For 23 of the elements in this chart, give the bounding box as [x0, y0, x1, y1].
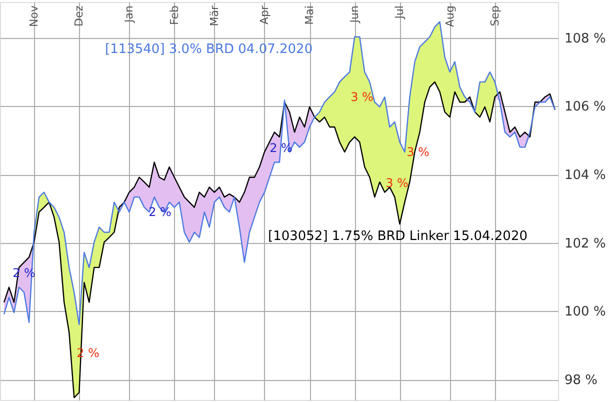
x-tick-label: Dez — [72, 5, 86, 27]
y-tick-label: 102 % — [564, 236, 606, 252]
annotation: 3 % — [406, 145, 430, 159]
y-tick-label: 100 % — [564, 304, 606, 320]
x-tick-label: Jan — [122, 5, 136, 24]
x-tick-label: Nov — [28, 5, 41, 27]
x-tick-label: Jun — [348, 5, 362, 24]
text: [113540] 3.0% BRD 04.07.2020 — [105, 42, 313, 57]
annotation: 2 % — [148, 205, 172, 219]
x-tick-label: Aug — [443, 6, 456, 27]
x-tick-label: Sep — [488, 5, 502, 26]
y-tick-label: 98 % — [564, 373, 598, 388]
y-tick-label: 106 % — [564, 100, 606, 115]
x-tick-label: Jul — [393, 6, 406, 20]
x-tick-label: Feb — [168, 5, 181, 25]
x-tick-label: Mär — [208, 5, 221, 26]
annotation: 3 % — [350, 90, 374, 104]
y-tick-label: 108 % — [564, 31, 606, 46]
y-tick-label: 104 % — [564, 168, 606, 184]
annotation: 3 % — [386, 176, 408, 190]
x-tick-label: Apr — [258, 5, 271, 25]
series-label: [103052] 1.75% BRD Linker 15.04.2020 — [268, 229, 528, 244]
x-tick-label: Mai — [303, 6, 316, 25]
